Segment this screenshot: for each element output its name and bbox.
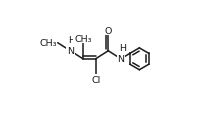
Text: Cl: Cl bbox=[91, 75, 100, 84]
Text: CH₃: CH₃ bbox=[74, 34, 92, 43]
Text: H: H bbox=[119, 44, 126, 53]
Text: O: O bbox=[104, 26, 112, 35]
Text: CH₃: CH₃ bbox=[39, 39, 57, 48]
Text: N: N bbox=[117, 55, 125, 64]
Text: N: N bbox=[67, 47, 74, 56]
Text: H: H bbox=[68, 36, 75, 45]
